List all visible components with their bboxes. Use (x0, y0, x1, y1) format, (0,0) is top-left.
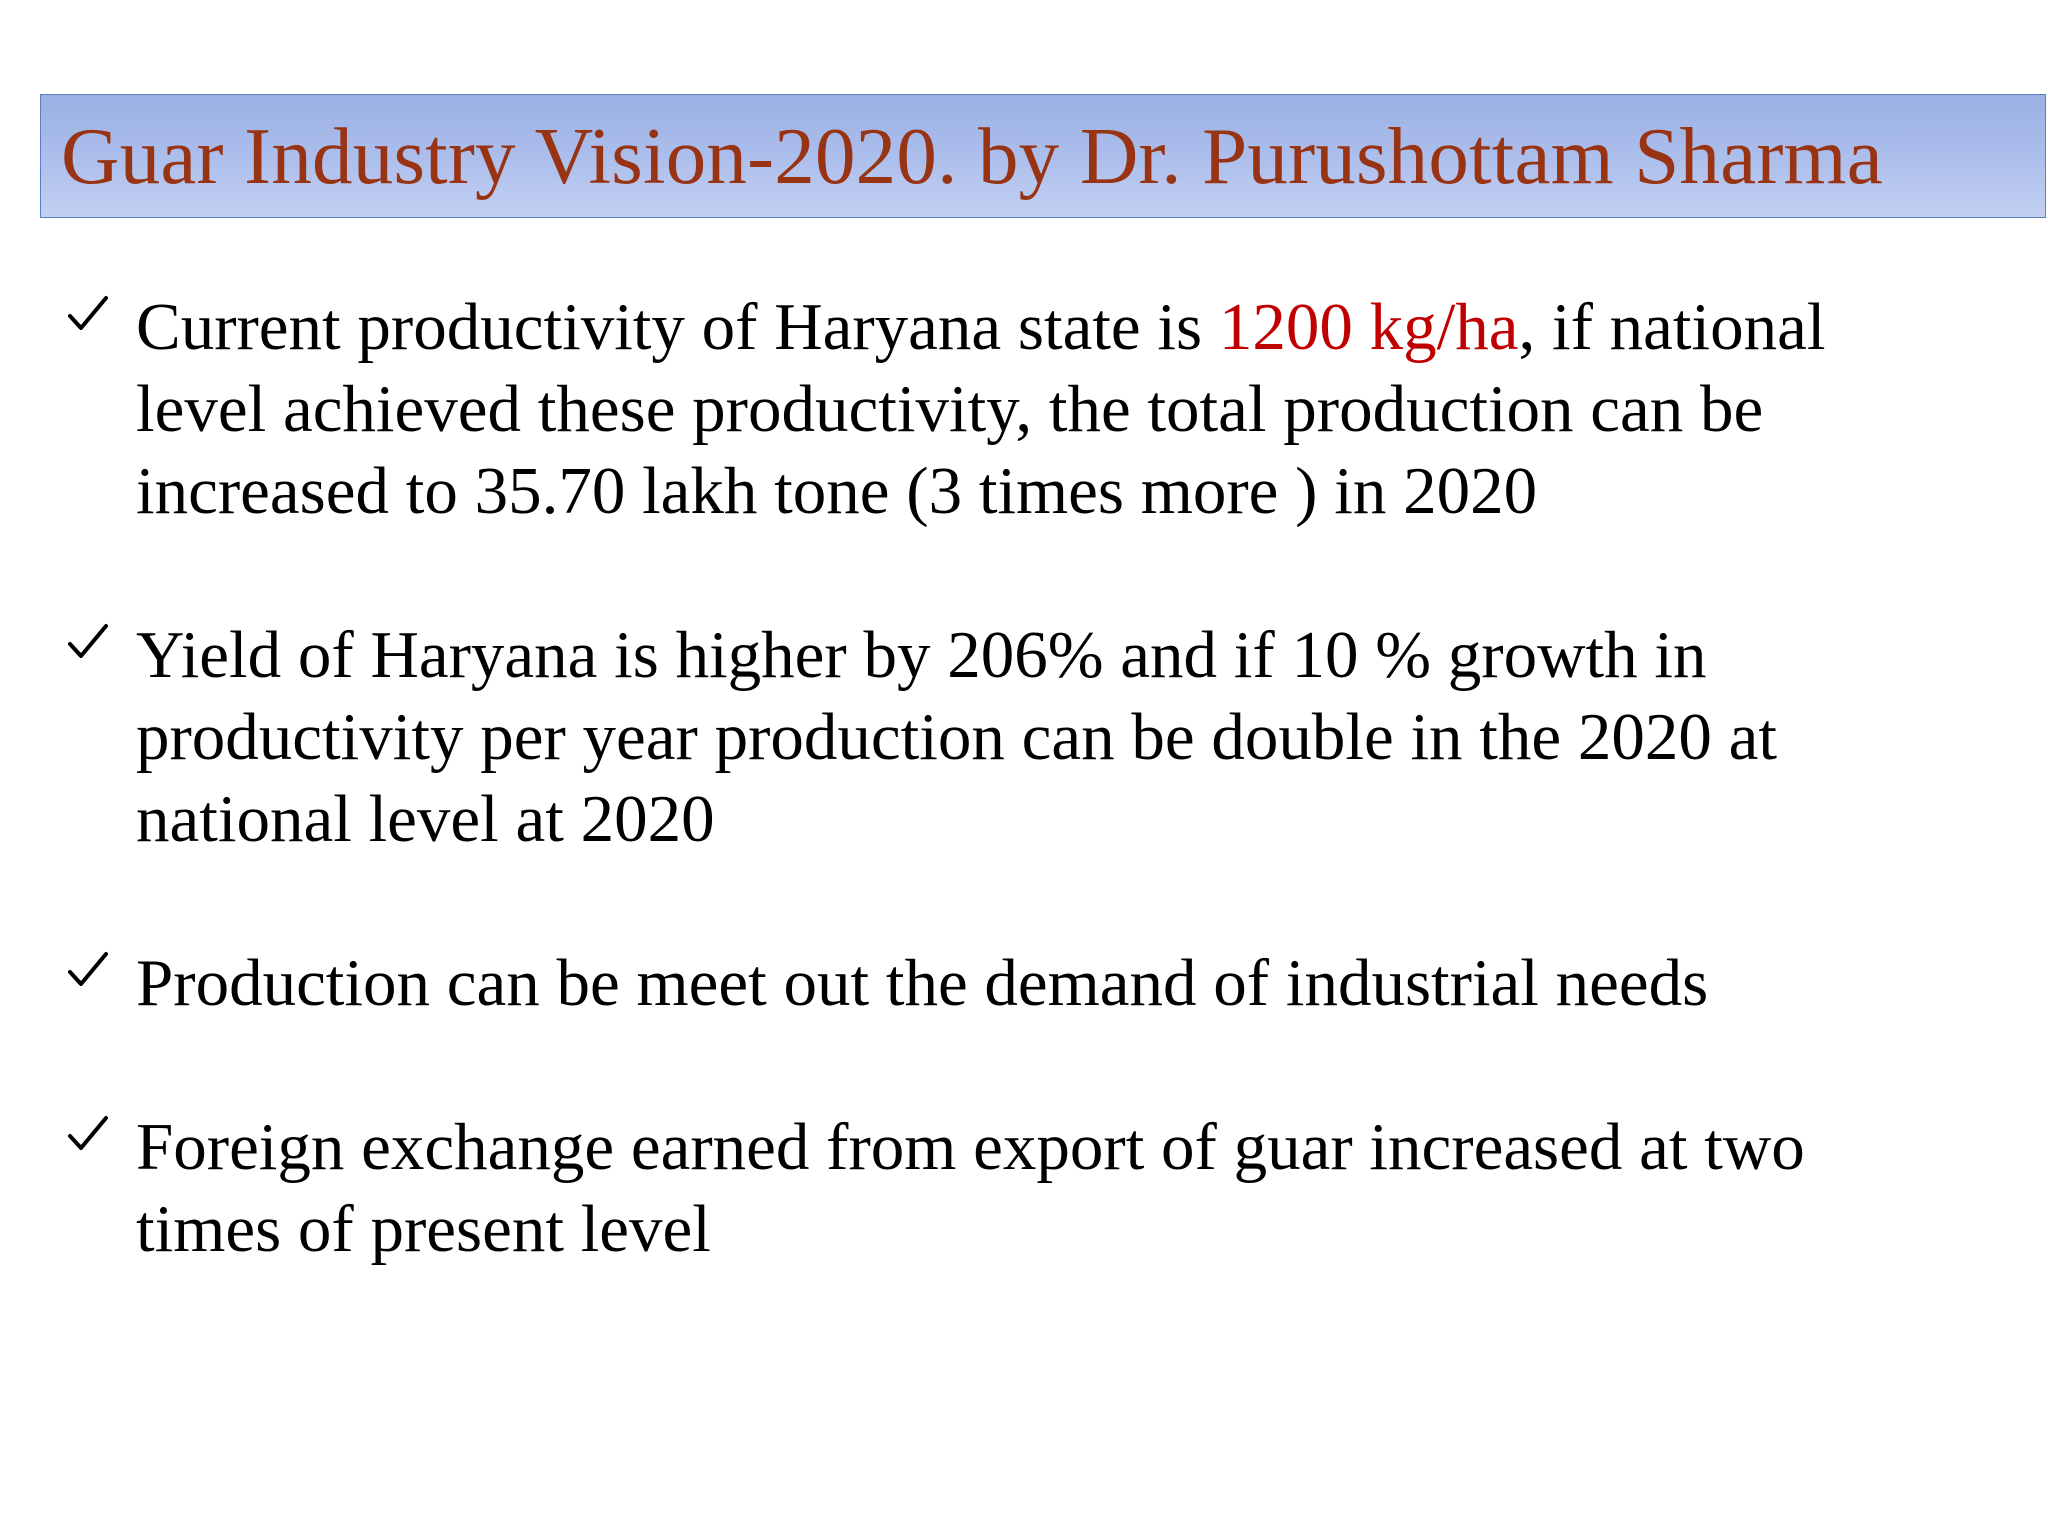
checkmark-icon (68, 1116, 108, 1150)
bullet-text: Production can be meet out the demand of… (136, 946, 1709, 1020)
bullet-text: Yield of Haryana is higher by 206% and i… (136, 618, 1778, 856)
bullet-text-end: , if national level achieved these produ… (136, 290, 1826, 528)
bullet-text: Foreign exchange earned from export of g… (136, 1110, 1805, 1266)
checkmark-icon (68, 952, 108, 986)
productivity-highlight: 1200 kg/ha (1218, 290, 1519, 364)
bullet-text: Current productivity of Haryana state is… (136, 286, 1936, 532)
bullet-text-start: Current productivity of Haryana state is (136, 290, 1219, 364)
checkmark-icon (68, 624, 108, 658)
slide-title: Guar Industry Vision-2020. by Dr. Purush… (61, 110, 1883, 201)
checkmark-icon (68, 296, 108, 330)
title-bar: Guar Industry Vision-2020. by Dr. Purush… (40, 94, 2046, 218)
